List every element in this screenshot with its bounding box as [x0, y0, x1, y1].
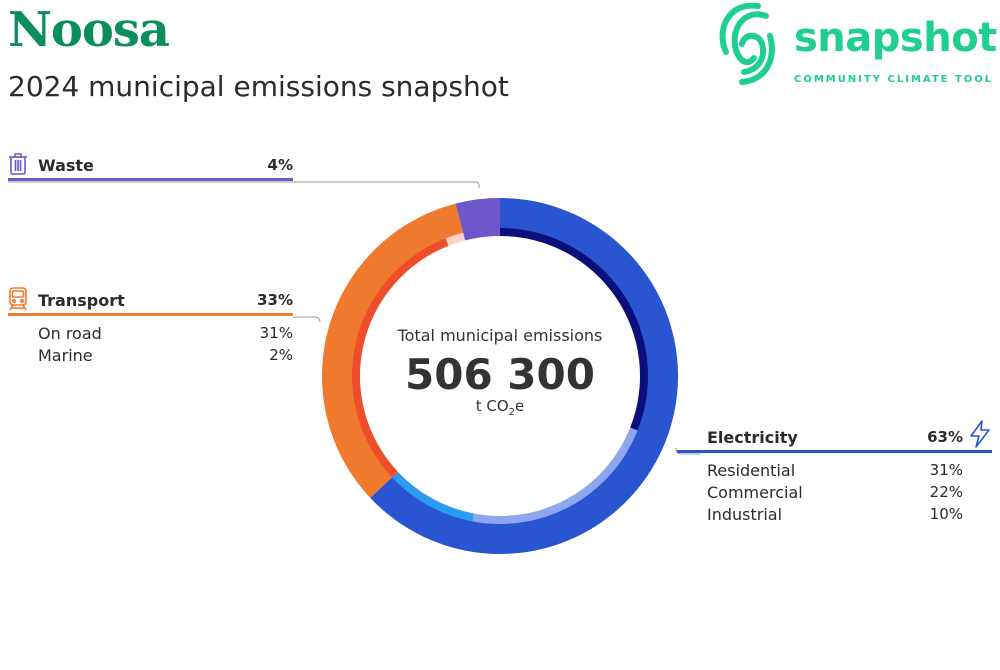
subcategory-percent: 31%: [259, 324, 293, 342]
donut-inner-slice-commercial: [472, 427, 638, 524]
unit-subscript: 2: [508, 407, 516, 419]
donut-slice-transport: [321, 203, 465, 498]
subcategory-percent: 22%: [929, 483, 963, 501]
sector-waste-header: Waste 4%: [8, 152, 293, 178]
logo-wordmark: snapshot: [794, 15, 997, 61]
leader-line-waste: [8, 181, 480, 188]
subcategory-percent: 10%: [929, 505, 963, 523]
subcategory-percent: 2%: [269, 346, 293, 364]
subcategory-name: Residential: [707, 461, 796, 480]
sector-transport: Transport 33% On road 31% Marine 2%: [8, 287, 293, 366]
total-emissions-value: 506 300: [405, 350, 595, 399]
train-icon: [8, 287, 30, 311]
page-title: Noosa: [8, 2, 170, 58]
sector-waste-rule: [8, 178, 293, 181]
page-subtitle: 2024 municipal emissions snapshot: [8, 70, 509, 103]
sector-transport-rule: [8, 313, 293, 316]
electricity-subcategory-list: Residential 31% Commercial 22% Industria…: [677, 459, 963, 525]
donut-inner-slice-waste: [455, 198, 500, 241]
total-emissions-unit: t CO2e: [370, 397, 630, 418]
trash-bin-icon: [8, 152, 30, 176]
total-emissions-label: Total municipal emissions: [397, 326, 603, 345]
donut-slice-electricity: [370, 198, 679, 554]
sector-waste-name: Waste: [38, 156, 94, 175]
sector-electricity-percent: 63%: [927, 428, 963, 446]
leader-line-transport: [293, 316, 321, 323]
donut-inner-slice-residential: [500, 228, 649, 431]
total-emissions-block: Total municipal emissions 506 300 t CO2e: [370, 326, 630, 418]
sector-electricity-header: Electricity 63%: [677, 424, 963, 450]
lightning-bolt-icon: [970, 420, 990, 448]
subcategory-percent: 31%: [929, 461, 963, 479]
sector-electricity-rule: [677, 450, 992, 453]
subcategory-name: Industrial: [707, 505, 783, 524]
donut-inner-slice-industrial: [392, 471, 474, 522]
sector-transport-percent: 33%: [257, 291, 293, 309]
logo-tagline: COMMUNITY CLIMATE TOOL: [794, 74, 994, 85]
list-item: Marine 2%: [8, 344, 293, 366]
sector-electricity: Electricity 63% Residential 31% Commerci…: [677, 424, 992, 525]
list-item: Commercial 22%: [677, 481, 963, 503]
subcategory-name: Commercial: [707, 483, 803, 502]
sector-waste: Waste 4%: [8, 152, 293, 181]
transport-subcategory-list: On road 31% Marine 2%: [8, 322, 293, 366]
donut-inner-slice-on-road: [352, 238, 449, 478]
unit-suffix: e: [515, 397, 525, 416]
sector-waste-percent: 4%: [267, 156, 293, 174]
donut-inner-slice-marine: [445, 232, 466, 246]
subcategory-name: On road: [38, 324, 102, 343]
sector-transport-header: Transport 33%: [8, 287, 293, 313]
unit-prefix: t CO: [475, 397, 509, 416]
sector-transport-name: Transport: [38, 291, 125, 310]
sector-electricity-name: Electricity: [707, 428, 798, 447]
snapshot-swirl-icon: [719, 2, 775, 85]
list-item: Industrial 10%: [677, 503, 963, 525]
list-item: On road 31%: [8, 322, 293, 344]
snapshot-logo: snapshot COMMUNITY CLIMATE TOOL: [714, 0, 1000, 92]
subcategory-name: Marine: [38, 346, 93, 365]
list-item: Residential 31%: [677, 459, 963, 481]
